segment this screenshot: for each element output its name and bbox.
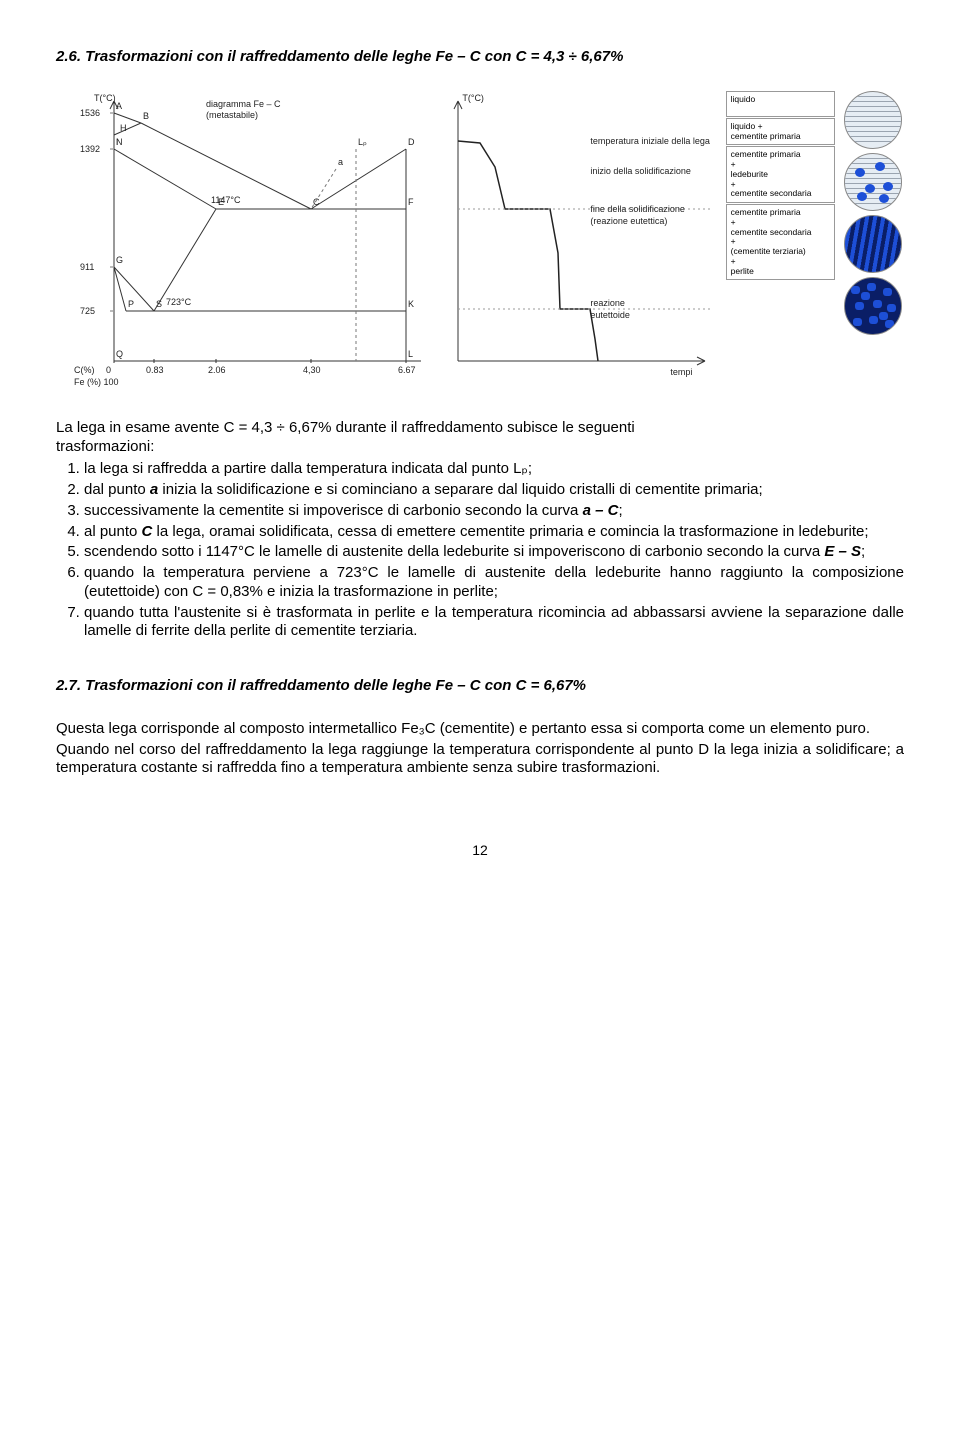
- figure-row: 1536 1392 911 725 diagramma Fe – C(metastabi…: [56, 91, 904, 391]
- diagram-label: 911: [80, 262, 94, 273]
- micrograph-4: [844, 277, 902, 335]
- list-item: successivamente la cementite si impoveri…: [84, 502, 904, 521]
- list-item: dal punto a inizia la solidificazione e …: [84, 481, 904, 500]
- list-item: la lega si raffredda a partire dalla tem…: [84, 460, 904, 479]
- diagram-label: A: [116, 101, 122, 112]
- diagram-label: 2.06: [208, 365, 226, 376]
- diagram-label: 0.83: [146, 365, 164, 376]
- diagram-label: K: [408, 299, 414, 310]
- diagram-label: 6.67: [398, 365, 416, 376]
- diagram-label: Q: [116, 349, 123, 360]
- diagram-label: F: [408, 197, 414, 208]
- diagram-label: inizio della solidificazione: [590, 166, 691, 177]
- diagram-label: T(°C): [94, 93, 116, 104]
- diagram-label: 1392: [80, 144, 100, 155]
- diagram-label: Lₚ: [358, 137, 367, 148]
- intro-line-2: trasformazioni:: [56, 438, 154, 455]
- diagram-label: 4,30: [303, 365, 321, 376]
- diagram-label: 1147°C: [211, 195, 240, 206]
- page-number: 12: [56, 842, 904, 860]
- list-item: scendendo sotto i 1147°C le lamelle di a…: [84, 543, 904, 562]
- diagram-label: C: [313, 197, 320, 208]
- section-title-26: 2.6. Trasformazioni con il raffreddament…: [56, 48, 904, 67]
- diagram-label: S: [156, 299, 162, 310]
- diagram-label: C(%): [74, 365, 95, 376]
- diagram-label: N: [116, 137, 123, 148]
- diagram-label: B: [143, 111, 149, 122]
- intro-line-1: La lega in esame avente C = 4,3 ÷ 6,67% …: [56, 419, 635, 436]
- diagram-label: tempi: [670, 367, 692, 378]
- legend-box: cementite primaria + cementite secondari…: [726, 204, 835, 280]
- micrograph-2: [844, 153, 902, 211]
- diagram-label: reazione: [590, 298, 625, 309]
- diagram-label: diagramma Fe – C(metastabile): [206, 99, 281, 122]
- diagram-label: 725: [80, 306, 95, 317]
- diagram-label: a: [338, 157, 343, 168]
- diagram-label: (reazione eutettica): [590, 216, 667, 227]
- diagram-label: eutettoide: [590, 310, 630, 321]
- diagram-label: E: [218, 197, 224, 208]
- section-title-27: 2.7. Trasformazioni con il raffreddament…: [56, 677, 904, 696]
- diagram-label: fine della solidificazione: [590, 204, 685, 215]
- diagram-label: 1536: [80, 108, 100, 119]
- diagram-label: G: [116, 255, 123, 266]
- intro-paragraph: La lega in esame avente C = 4,3 ÷ 6,67% …: [56, 419, 904, 457]
- legend-box: liquido: [726, 91, 835, 117]
- diagram-label: 723°C: [166, 297, 191, 308]
- legend-box: cementite primaria + ledeburite + cement…: [726, 146, 835, 203]
- diagram-label: T(°C): [462, 93, 484, 104]
- list-item: al punto C la lega, oramai solidificata,…: [84, 523, 904, 542]
- micrograph-3: [844, 215, 902, 273]
- legend-column: liquidoliquido + cementite primariacemen…: [726, 91, 835, 281]
- diagram-label: D: [408, 137, 415, 148]
- micrograph-1: [844, 91, 902, 149]
- section27-para1: Questa lega corrisponde al composto inte…: [56, 720, 904, 739]
- transformation-list: la lega si raffredda a partire dalla tem…: [56, 460, 904, 641]
- legend-box: liquido + cementite primaria: [726, 118, 835, 146]
- list-item: quando la temperatura perviene a 723°C l…: [84, 564, 904, 602]
- diagram-label: L: [408, 349, 413, 360]
- diagram-label: 0: [106, 365, 111, 376]
- list-item: quando tutta l'austenite si è trasformat…: [84, 604, 904, 642]
- diagram-label: temperatura iniziale della lega: [590, 136, 710, 147]
- diagram-label: P: [128, 299, 134, 310]
- phase-diagram: 1536 1392 911 725 diagramma Fe – C(metastabi…: [56, 91, 432, 391]
- section27-para2: Quando nel corso del raffreddamento la l…: [56, 741, 904, 779]
- cooling-curve: temperatura iniziale della lega inizio de…: [440, 91, 717, 391]
- diagram-label: H: [120, 123, 127, 134]
- diagram-label: Fe (%) 100: [74, 377, 119, 388]
- micrograph-column: [843, 91, 904, 335]
